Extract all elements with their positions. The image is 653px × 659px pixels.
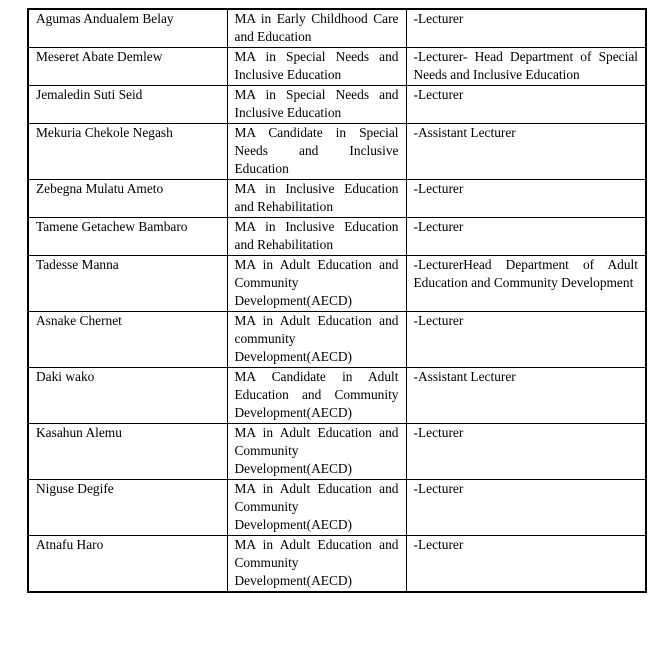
table-row: Mekuria Chekole Negash MA Candidate in S… xyxy=(27,123,647,180)
table-row: Atnafu Haro MA in Adult Education and Co… xyxy=(27,535,647,593)
position-cell: -Lecturer xyxy=(405,423,647,480)
qualification-cell: MA in Adult Education and Community Deve… xyxy=(226,479,407,536)
table-row: Niguse Degife MA in Adult Education and … xyxy=(27,479,647,536)
table-row: Meseret Abate Demlew MA in Special Needs… xyxy=(27,47,647,86)
qualification-cell: MA in Special Needs and Inclusive Educat… xyxy=(226,47,407,86)
name-cell: Zebegna Mulatu Ameto xyxy=(27,179,228,218)
qualification-cell: MA in Adult Education and community Deve… xyxy=(226,311,407,368)
qualification-cell: MA in Early Childhood Care and Education xyxy=(226,8,407,48)
name-cell: Niguse Degife xyxy=(27,479,228,536)
table-row: Agumas Andualem Belay MA in Early Childh… xyxy=(27,8,647,48)
name-cell: Atnafu Haro xyxy=(27,535,228,593)
position-cell: -Lecturer xyxy=(405,479,647,536)
position-cell: -Lecturer xyxy=(405,8,647,48)
position-cell: -Assistant Lecturer xyxy=(405,123,647,180)
qualification-cell: MA in Adult Education and Community Deve… xyxy=(226,423,407,480)
name-cell: Asnake Chernet xyxy=(27,311,228,368)
name-cell: Agumas Andualem Belay xyxy=(27,8,228,48)
position-cell: -Lecturer xyxy=(405,311,647,368)
table-row: Zebegna Mulatu Ameto MA in Inclusive Edu… xyxy=(27,179,647,218)
table-row: Asnake Chernet MA in Adult Education and… xyxy=(27,311,647,368)
staff-table: Agumas Andualem Belay MA in Early Childh… xyxy=(27,8,647,593)
name-cell: Tamene Getachew Bambaro xyxy=(27,217,228,256)
qualification-cell: MA in Adult Education and Community Deve… xyxy=(226,535,407,593)
position-cell: -Lecturer xyxy=(405,535,647,593)
table-row: Tadesse Manna MA in Adult Education and … xyxy=(27,255,647,312)
name-cell: Tadesse Manna xyxy=(27,255,228,312)
table-row: Kasahun Alemu MA in Adult Education and … xyxy=(27,423,647,480)
position-cell: -Assistant Lecturer xyxy=(405,367,647,424)
name-cell: Meseret Abate Demlew xyxy=(27,47,228,86)
staff-table-body: Agumas Andualem Belay MA in Early Childh… xyxy=(27,8,647,593)
position-cell: -Lecturer- Head Department of Special Ne… xyxy=(405,47,647,86)
position-cell: -Lecturer xyxy=(405,85,647,124)
qualification-cell: MA Candidate in Adult Education and Comm… xyxy=(226,367,407,424)
position-cell: -LecturerHead Department of Adult Educat… xyxy=(405,255,647,312)
qualification-cell: MA in Inclusive Education and Rehabilita… xyxy=(226,179,407,218)
qualification-cell: MA Candidate in Special Needs and Inclus… xyxy=(226,123,407,180)
position-cell: -Lecturer xyxy=(405,179,647,218)
name-cell: Kasahun Alemu xyxy=(27,423,228,480)
name-cell: Daki wako xyxy=(27,367,228,424)
qualification-cell: MA in Adult Education and Community Deve… xyxy=(226,255,407,312)
qualification-cell: MA in Special Needs and Inclusive Educat… xyxy=(226,85,407,124)
name-cell: Mekuria Chekole Negash xyxy=(27,123,228,180)
table-row: Daki wako MA Candidate in Adult Educatio… xyxy=(27,367,647,424)
table-row: Tamene Getachew Bambaro MA in Inclusive … xyxy=(27,217,647,256)
table-row: Jemaledin Suti Seid MA in Special Needs … xyxy=(27,85,647,124)
position-cell: -Lecturer xyxy=(405,217,647,256)
qualification-cell: MA in Inclusive Education and Rehabilita… xyxy=(226,217,407,256)
name-cell: Jemaledin Suti Seid xyxy=(27,85,228,124)
